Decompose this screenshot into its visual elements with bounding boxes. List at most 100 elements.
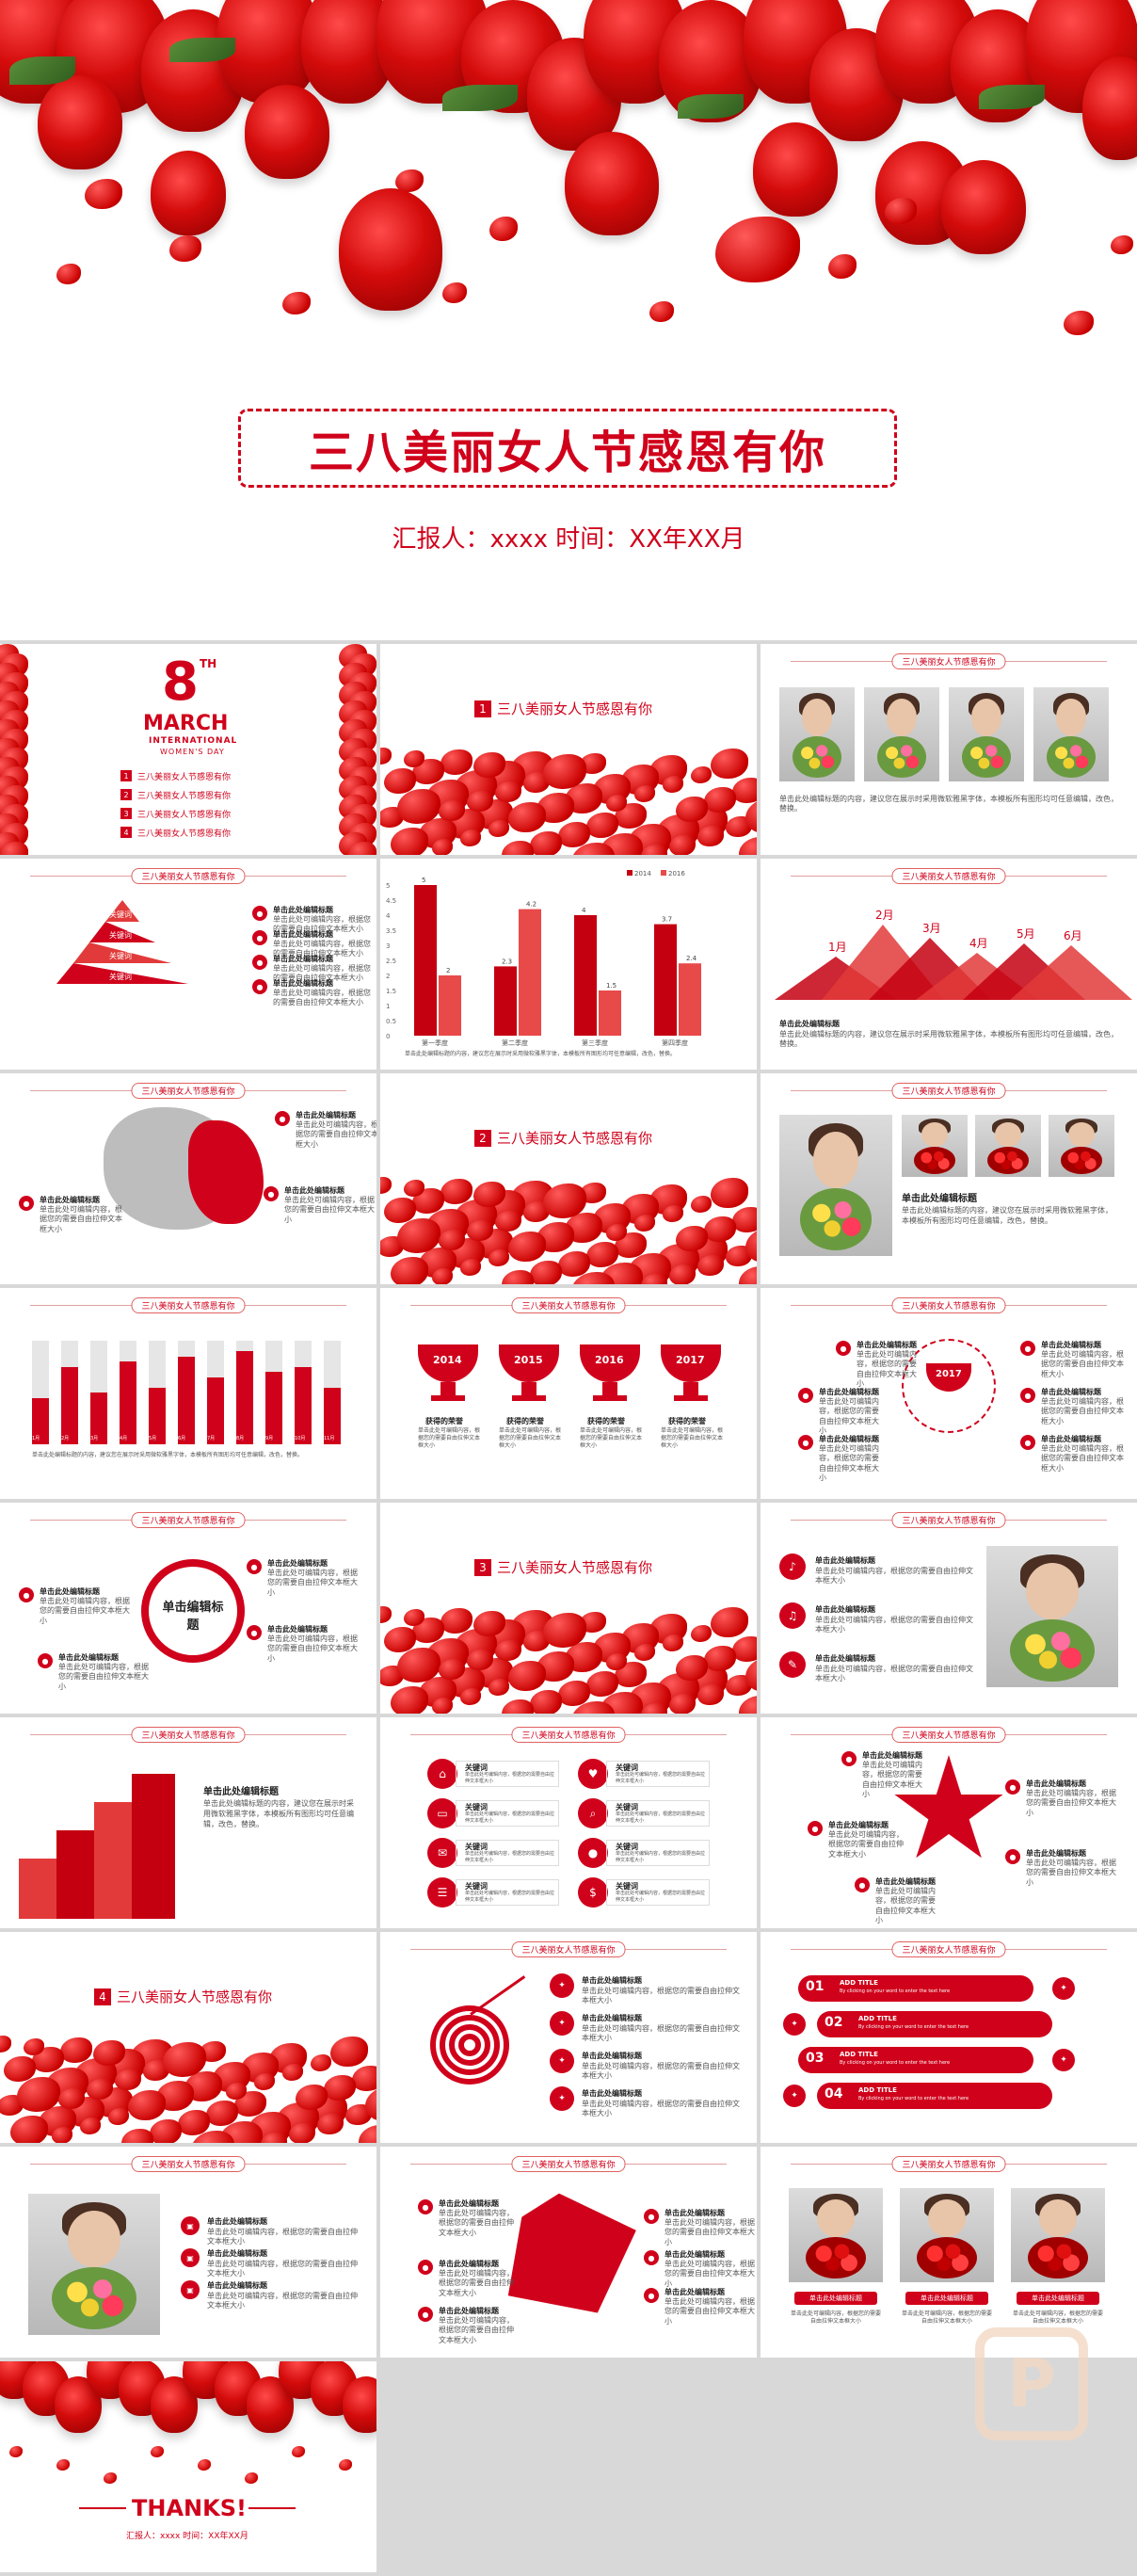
item-body: 单击此处可编辑内容，根据您的需要自由拉伸文本框大小: [273, 915, 371, 934]
pyramid-chart: [56, 900, 188, 984]
list-icon: ♪: [779, 1554, 806, 1580]
steps-3d-slide[interactable]: 三八美丽女人节感恩有你 单击此处编辑标题 单击此处编辑标题的内容，建议您在展示时采用…: [0, 1717, 376, 1928]
photos-slide[interactable]: 三八美丽女人节感恩有你 单击此处编辑标题的内容，建议您在展示时采用微软雅黑字体，本…: [761, 644, 1137, 855]
pyramid-slide[interactable]: 三八美丽女人节感恩有你 关键词 关键词 关键词 关键词 ● 单击此处编辑标题 单击此处可编辑内…: [0, 859, 376, 1070]
desc-body: 单击此处可编辑内容，根据您的需要自由拉伸文本框大小: [901, 2310, 992, 2325]
bullet-icon: ●: [1005, 1779, 1020, 1795]
header-tag: 三八美丽女人节感恩有你: [891, 1727, 1006, 1743]
section-slide[interactable]: 2 三八美丽女人节感恩有你: [380, 1073, 757, 1284]
petal-icon: [282, 292, 311, 314]
trophy-foot: [431, 1395, 465, 1401]
slide-header: 三八美丽女人节感恩有你: [761, 1727, 1137, 1743]
petal-icon: [56, 264, 81, 284]
header-tag: 三八美丽女人节感恩有你: [891, 1512, 1006, 1528]
petal-icon: [85, 179, 122, 209]
bullet-icon: ●: [38, 1653, 53, 1668]
bouquet-image: [1047, 736, 1096, 778]
petal-icon: [60, 2037, 92, 2064]
y-tick-label: 4: [386, 912, 391, 920]
petal-icon: [282, 2064, 303, 2081]
keyword-title: 关键词: [465, 1803, 488, 1811]
bar-mark: [654, 924, 677, 1036]
section-slide[interactable]: 1 三八美丽女人节感恩有你: [380, 644, 757, 855]
bouquet-list-slide[interactable]: 三八美丽女人节感恩有你 ▣ 单击此处编辑标题 单击此处可编辑内容，根据您的需要自由拉伸…: [0, 2147, 376, 2358]
petal-icon: [691, 1625, 712, 1642]
section-slide[interactable]: 4 三八美丽女人节感恩有你: [0, 1932, 376, 2143]
step-title: ADD TITLE: [858, 2086, 897, 2094]
keyword-icon: ☰: [427, 1877, 457, 1908]
trophy-foot: [674, 1395, 708, 1401]
cover-slide[interactable]: 三八美丽女人节感恩有你 汇报人：xxxx 时间：XX年XX月: [0, 0, 1137, 640]
bullet-icon: ●: [841, 1751, 857, 1766]
section-number: 1: [474, 700, 491, 717]
petal-icon: [543, 1183, 586, 1218]
item-body: 单击此处可编辑内容，根据您的需要自由拉伸文本框大小: [862, 1761, 922, 1799]
step-pill: [817, 2011, 1052, 2037]
trophies-slide[interactable]: 三八美丽女人节感恩有你 2014 获得的荣誉 单击此处可编辑内容，根据您的需要自由拉伸…: [380, 1288, 757, 1499]
bar-fill: [265, 1372, 282, 1444]
face-shape: [1026, 1563, 1079, 1619]
y-tick-label: 0: [386, 1033, 390, 1040]
trophy-center-slide[interactable]: 三八美丽女人节感恩有你 2017 ● 单击此处编辑标题 单击此处可编辑内容，根据您的需要…: [761, 1288, 1137, 1499]
petal-icon: [580, 1183, 606, 1204]
list-photo-slide[interactable]: 三八美丽女人节感恩有你 ♪ 单击此处编辑标题 单击此处可编辑内容，根据您的需要自由拉伸…: [761, 1503, 1137, 1714]
target-slide[interactable]: 三八美丽女人节感恩有你 ✦ 单击此处编辑标题 单击此处可编辑内容，根据您的需要自由拉伸…: [380, 1932, 757, 2143]
keyword-icon: ●: [578, 1838, 608, 1868]
item-title: 单击此处编辑标题: [58, 1653, 119, 1662]
star-slide[interactable]: 三八美丽女人节感恩有你 ● 单击此处编辑标题 单击此处可编辑内容，根据您的需要自由拉伸…: [761, 1717, 1137, 1928]
petal-icon: [543, 1613, 586, 1648]
ring-slide[interactable]: 三八美丽女人节感恩有你 单击编辑标题 ● 单击此处编辑标题 单击此处可编辑内容，根据您的…: [0, 1503, 376, 1714]
trophy-title: 获得的荣誉: [425, 1417, 463, 1425]
header-tag: 三八美丽女人节感恩有你: [131, 868, 246, 884]
petal-icon: [460, 1688, 481, 1705]
three-photos-slide[interactable]: 三八美丽女人节感恩有你 单击此处编辑标题 单击此处可编辑内容，根据您的需要自由拉伸文…: [761, 2147, 1137, 2358]
ten-bars-slide[interactable]: 三八美丽女人节感恩有你 1月 2月 3月 4月 5月 6月 7月 8月 9月 10月 11月 单击此处编…: [0, 1288, 376, 1499]
face-shape: [887, 699, 917, 736]
header-tag: 三八美丽女人节感恩有你: [891, 1297, 1006, 1313]
step-icon: ✦: [550, 2049, 574, 2073]
bar-chart-slide[interactable]: 5 4.5 4 3.5 3 2.5 2 1.5 1 0.5 0 5 2 第一季度 2.3 4.2 第二季度 4 1.…: [380, 859, 757, 1070]
keyword-box: [606, 1800, 710, 1827]
bouquet-image: [1010, 1619, 1095, 1682]
photo-text-slide[interactable]: 三八美丽女人节感恩有你 单击此处编辑标题 单击此处编辑标题的内容，建议您在展示时采用…: [761, 1073, 1137, 1284]
keyword-title: 关键词: [616, 1803, 638, 1811]
map-slide[interactable]: 三八美丽女人节感恩有你 ● 单击此处编辑标题 单击此处可编辑内容，根据您的需要自由拉伸…: [0, 1073, 376, 1284]
section-title: 三八美丽女人节感恩有你: [497, 1130, 653, 1147]
desc-button[interactable]: 单击此处编辑标题: [1017, 2292, 1099, 2305]
cube-slide[interactable]: 三八美丽女人节感恩有你 ● 单击此处编辑标题 单击此处可编辑内容，根据您的需要自由拉伸…: [380, 2147, 757, 2358]
march-8-slide[interactable]: 8 TH MARCH INTERNATIONAL WOMEN'S DAY 1 三八美丽女人节…: [0, 644, 376, 855]
header-tag: 三八美丽女人节感恩有你: [891, 2156, 1006, 2172]
numbered-steps-slide[interactable]: 三八美丽女人节感恩有你 01 ADD TITLE By clicking on you…: [761, 1932, 1137, 2143]
item-body: 单击此处可编辑内容，根据您的需要自由拉伸文本框大小: [439, 2209, 514, 2237]
desc-button[interactable]: 单击此处编辑标题: [905, 2292, 988, 2305]
legend-label: 2016: [668, 870, 685, 877]
march-line1: INTERNATIONAL: [149, 736, 238, 746]
desc-body: 单击此处可编辑内容，根据您的需要自由拉伸文本框大小: [790, 2310, 881, 2325]
slide-header: 三八美丽女人节感恩有你: [761, 2156, 1137, 2172]
keywords-slide[interactable]: 三八美丽女人节感恩有你 ⌂ 关键词 单击此处可编辑内容，根据您的需要自由拉伸文本框大小…: [380, 1717, 757, 1928]
bar-fill: [236, 1351, 253, 1444]
bar-label: 9月: [265, 1436, 274, 1441]
header-tag: 三八美丽女人节感恩有你: [511, 1941, 626, 1957]
keyword-title: 关键词: [616, 1882, 638, 1891]
petal-icon: [663, 1634, 683, 1651]
person-photo: [28, 2194, 160, 2335]
step-block: [94, 1802, 132, 1919]
item-title: 单击此处编辑标题: [815, 1605, 875, 1614]
thanks-slide[interactable]: THANKS! 汇报人：xxxx 时间：XX年XX月: [0, 2361, 376, 2572]
petal-icon: [697, 1684, 724, 1706]
trophy-base: [440, 1382, 456, 1397]
step-pill: [798, 1975, 1033, 2002]
section-slide[interactable]: 3 三八美丽女人节感恩有你: [380, 1503, 757, 1714]
petal-icon: [397, 1218, 440, 1253]
item-body: 单击此处可编辑内容，根据您的需要自由拉伸文本框大小: [819, 1397, 879, 1436]
petal-icon: [460, 829, 481, 846]
trophy-year: 2017: [676, 1354, 705, 1366]
bullet-icon: ●: [798, 1435, 813, 1450]
mountain-slide[interactable]: 三八美丽女人节感恩有你 1月 2月 3月 4月 5月 6月 单击此处编辑标题 单击此处编辑标题的…: [761, 859, 1137, 1070]
keyword-box: [456, 1800, 559, 1827]
desc-button[interactable]: 单击此处编辑标题: [794, 2292, 877, 2305]
petal-icon: [739, 1696, 757, 1714]
petal-icon: [641, 845, 667, 855]
petal-icon: [93, 2040, 125, 2067]
